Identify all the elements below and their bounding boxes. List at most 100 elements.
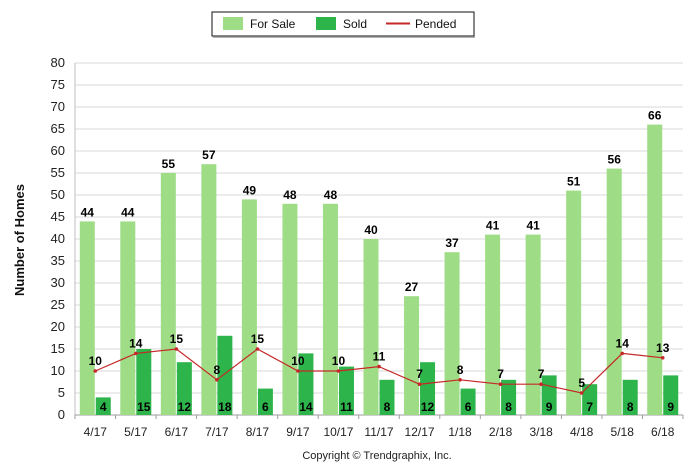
legend-label-sold: Sold [343, 17, 367, 31]
pended-value-label: 5 [578, 376, 585, 390]
pended-point [215, 378, 219, 382]
for-sale-value-label: 44 [81, 205, 95, 219]
for-sale-value-label: 40 [364, 223, 378, 237]
pended-point [336, 369, 341, 373]
for-sale-value-label: 55 [162, 157, 176, 171]
bar-for-sale [606, 168, 622, 415]
y-tick-label: 20 [51, 319, 65, 334]
bar-for-sale [485, 234, 501, 415]
pended-point [620, 351, 624, 356]
sold-value-label: 12 [421, 400, 435, 414]
bar-sold [257, 388, 273, 415]
bar-sold [622, 379, 638, 415]
bars-group [79, 124, 679, 415]
pended-point [93, 369, 98, 373]
pended-value-label: 11 [373, 350, 386, 364]
y-tick-label: 75 [51, 77, 65, 92]
x-tick-label: 5/18 [611, 425, 635, 439]
sold-value-label: 14 [299, 400, 313, 414]
pended-point [255, 347, 260, 351]
y-tick-label: 55 [51, 165, 65, 180]
pended-point [377, 364, 381, 369]
bar-for-sale [322, 203, 338, 415]
for-sale-value-label: 51 [567, 175, 581, 189]
grid-lines [75, 62, 683, 416]
y-tick-label: 0 [58, 407, 65, 422]
y-tick-label: 40 [51, 231, 65, 246]
y-tick-label: 70 [51, 99, 65, 114]
bar-for-sale [241, 199, 257, 415]
bar-for-sale [525, 234, 541, 415]
x-tick-label: 8/17 [246, 425, 270, 439]
bar-for-sale [201, 164, 217, 415]
sold-value-label: 9 [546, 400, 553, 414]
y-tick-label: 60 [51, 143, 65, 158]
bar-sold [501, 379, 517, 415]
sold-value-label: 6 [262, 400, 269, 414]
bar-sold [379, 379, 395, 415]
pended-point [174, 347, 179, 351]
x-tick-label: 4/18 [570, 425, 594, 439]
y-tick-label: 25 [51, 297, 65, 312]
y-tick-label: 45 [51, 209, 65, 224]
bar-for-sale [120, 221, 136, 415]
bar-sold [663, 375, 679, 415]
bar-sold [217, 335, 233, 415]
pended-point [134, 351, 138, 356]
y-tick-label: 80 [51, 55, 65, 70]
for-sale-value-label: 41 [486, 219, 500, 233]
x-tick-label: 11/17 [364, 425, 393, 439]
bar-sold [460, 388, 476, 415]
for-sale-value-label: 66 [648, 109, 662, 123]
for-sale-value-label: 49 [243, 183, 257, 197]
x-tick-label: 6/18 [651, 425, 675, 439]
sold-value-label: 11 [340, 400, 353, 414]
y-tick-label: 5 [58, 385, 65, 400]
pended-value-label: 10 [332, 354, 346, 368]
pended-value-label: 10 [291, 354, 305, 368]
sold-value-label: 15 [137, 400, 151, 414]
bar-for-sale [363, 239, 379, 415]
x-tick-label: 7/17 [205, 425, 229, 439]
y-tick-label: 65 [51, 121, 65, 136]
pended-value-label: 14 [129, 336, 143, 350]
x-tick-label: 5/17 [124, 425, 148, 439]
pended-value-label: 8 [214, 363, 221, 377]
for-sale-value-label: 44 [121, 205, 135, 219]
bar-sold [338, 366, 354, 415]
for-sale-value-label: 48 [324, 188, 338, 202]
legend-label-for-sale: For Sale [250, 17, 296, 31]
bar-for-sale [647, 124, 663, 415]
y-tick-label: 35 [51, 253, 65, 268]
pended-line-group [93, 347, 665, 395]
x-tick-label: 2/18 [489, 425, 513, 439]
pended-value-label: 7 [416, 367, 423, 381]
pended-value-label: 7 [497, 367, 504, 381]
pended-value-label: 15 [251, 332, 265, 346]
bar-for-sale [444, 252, 460, 415]
bar-sold [136, 349, 152, 415]
y-axis-title: Number of Homes [12, 184, 27, 296]
pended-value-label: 7 [538, 367, 545, 381]
chart-legend: For Sale Sold Pended [211, 11, 475, 38]
bar-for-sale [404, 296, 420, 415]
bar-for-sale [566, 190, 582, 415]
sold-value-label: 8 [505, 400, 512, 414]
sold-value-label: 12 [178, 400, 192, 414]
x-tick-label: 1/18 [448, 425, 472, 439]
sold-value-label: 7 [586, 400, 593, 414]
for-sale-value-label: 27 [405, 280, 419, 294]
bar-for-sale [79, 221, 95, 415]
x-tick-label: 12/17 [405, 425, 435, 439]
pended-point [660, 356, 665, 360]
sold-value-label: 9 [667, 400, 674, 414]
y-tick-label: 50 [51, 187, 65, 202]
sold-value-label: 4 [100, 400, 107, 414]
x-tick-label: 10/17 [323, 425, 353, 439]
pended-value-label: 8 [457, 363, 464, 377]
pended-point [498, 382, 503, 387]
for-sale-value-label: 57 [202, 148, 216, 162]
